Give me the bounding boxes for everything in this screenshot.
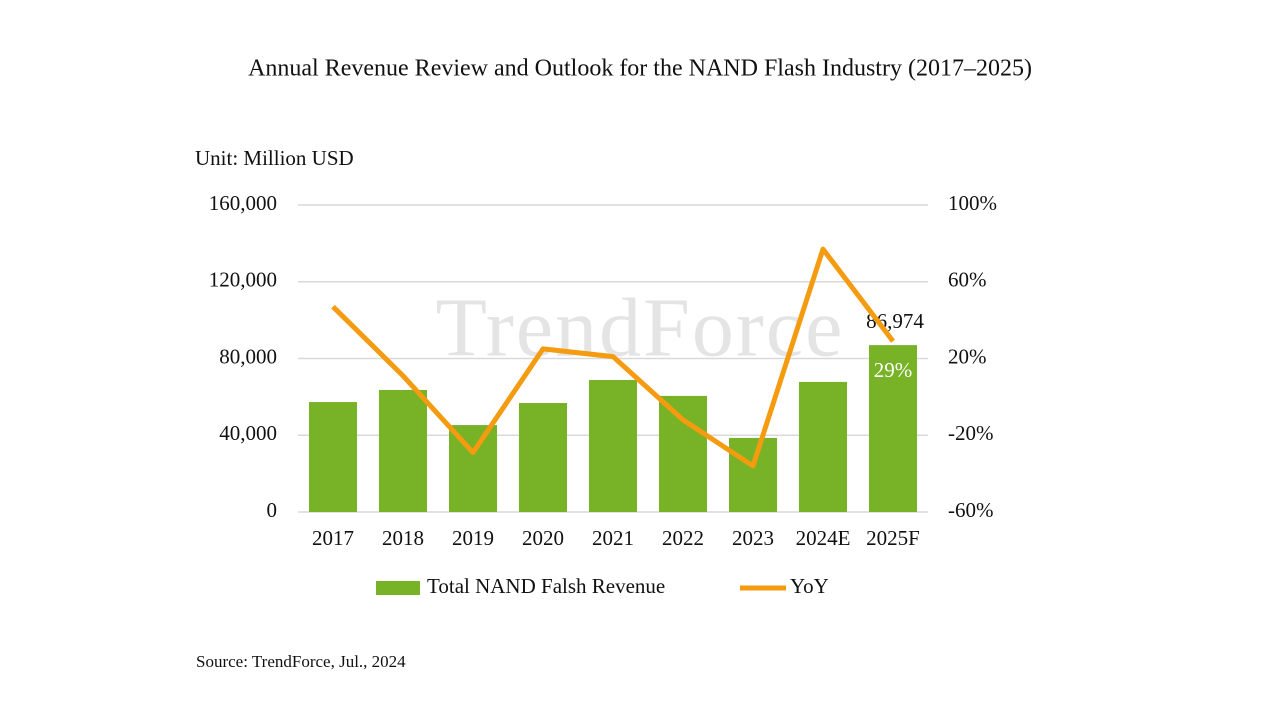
y-tick-label: 120,000 bbox=[209, 268, 277, 292]
y-tick-label: 40,000 bbox=[219, 421, 277, 445]
x-tick-label: 2021 bbox=[592, 526, 634, 550]
y2-tick-label: -20% bbox=[948, 421, 994, 445]
y-tick-label: 0 bbox=[267, 498, 278, 522]
legend-swatch bbox=[376, 581, 420, 595]
y2-tick-label: -60% bbox=[948, 498, 994, 522]
bar bbox=[659, 395, 707, 512]
x-tick-label: 2020 bbox=[522, 526, 564, 550]
legend-label: YoY bbox=[790, 574, 829, 598]
bar bbox=[449, 425, 497, 512]
yoy-line bbox=[331, 246, 895, 469]
bar bbox=[869, 345, 917, 512]
bar bbox=[309, 402, 357, 512]
bar bbox=[519, 403, 567, 512]
y2-tick-label: 20% bbox=[948, 344, 987, 368]
legend-label: Total NAND Falsh Revenue bbox=[427, 574, 665, 598]
y2-tick-label: 60% bbox=[948, 268, 987, 292]
x-tick-label: 2017 bbox=[312, 526, 354, 550]
watermark: TrendForce bbox=[436, 281, 845, 374]
x-tick-label: 2018 bbox=[382, 526, 424, 550]
x-tick-label: 2019 bbox=[452, 526, 494, 550]
chart-title: Annual Revenue Review and Outlook for th… bbox=[248, 56, 1032, 82]
bar bbox=[799, 381, 847, 512]
x-tick-label: 2025F bbox=[866, 526, 920, 550]
bar bbox=[729, 437, 777, 512]
axis-unit-label: Unit: Million USD bbox=[195, 146, 354, 170]
bar bbox=[589, 379, 637, 512]
source-note: Source: TrendForce, Jul., 2024 bbox=[196, 652, 406, 671]
x-tick-label: 2022 bbox=[662, 526, 704, 550]
bar bbox=[379, 389, 427, 512]
y2-tick-label: 100% bbox=[948, 191, 997, 215]
line-value-label: 29% bbox=[874, 358, 913, 382]
y-tick-label: 80,000 bbox=[219, 344, 277, 368]
x-tick-label: 2024E bbox=[796, 526, 851, 550]
x-tick-label: 2023 bbox=[732, 526, 774, 550]
y-tick-label: 160,000 bbox=[209, 191, 277, 215]
